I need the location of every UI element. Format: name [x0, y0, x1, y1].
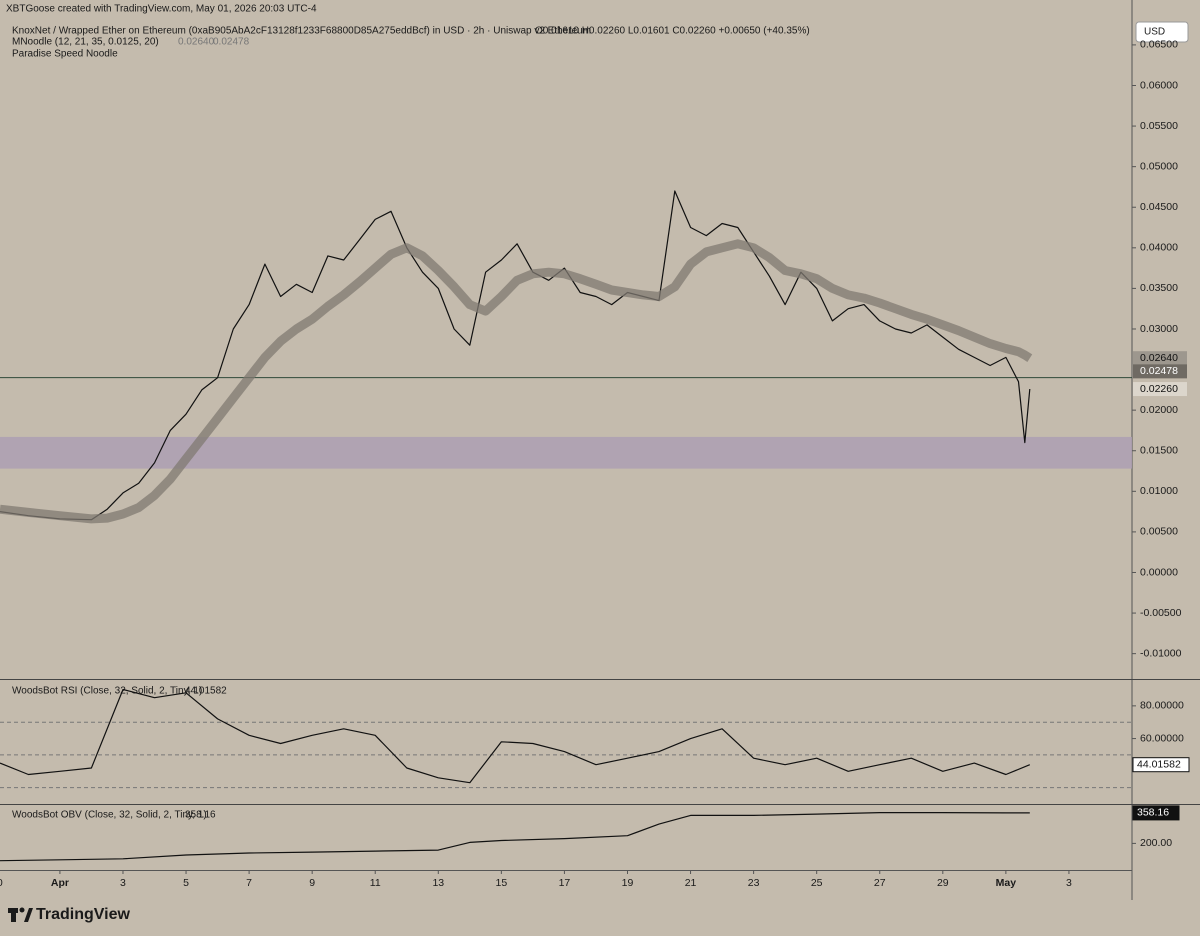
y-tick-label: 200.00	[1140, 837, 1172, 849]
y-tick-label: 0.03000	[1140, 323, 1178, 335]
obv-legend-value: 358.16	[185, 810, 216, 821]
last-value-label: 44.01582	[1137, 758, 1181, 770]
ma-legend: MNoodle (12, 21, 35, 0.0125, 20)	[12, 37, 159, 48]
last-value-badge	[1132, 805, 1180, 821]
price-line	[0, 688, 1031, 784]
y-tick-label: 0.01000	[1140, 485, 1178, 497]
ma-legend-value: 0.02478	[213, 37, 250, 48]
x-tick-label: 19	[622, 877, 634, 889]
rsi-legend-value: 44.01582	[185, 686, 227, 697]
obv-legend: WoodsBot OBV (Close, 32, Solid, 2, Tiny,…	[12, 810, 207, 821]
price-badge	[1133, 351, 1187, 366]
y-tick-label: 0.02000	[1140, 404, 1178, 416]
ma-band	[0, 239, 1033, 524]
price-badge-label: 0.02478	[1140, 365, 1178, 377]
x-tick-label: 9	[309, 877, 315, 889]
x-tick-label: 17	[559, 877, 571, 889]
last-value-badge	[1132, 757, 1190, 773]
x-tick-label: 7	[246, 877, 252, 889]
last-value-label: 358.16	[1137, 807, 1169, 819]
x-tick-label: 25	[811, 877, 823, 889]
x-tick-label: 23	[748, 877, 760, 889]
x-tick-label: 3	[120, 877, 126, 889]
rsi-legend: WoodsBot RSI (Close, 32, Solid, 2, Tiny,…	[12, 686, 202, 697]
indicator-name: Paradise Speed Noodle	[12, 49, 118, 60]
credit: XBTGoose created with TradingView.com, M…	[6, 4, 317, 15]
x-tick-label: 27	[874, 877, 886, 889]
ma-legend-value: 0.02640	[178, 37, 215, 48]
y-tick-label: 0.06500	[1140, 39, 1178, 51]
y-tick-label: 0.05500	[1140, 120, 1178, 132]
y-tick-label: 0.06000	[1140, 79, 1178, 91]
price-badge-label: 0.02640	[1140, 352, 1178, 364]
price-line	[0, 190, 1031, 521]
price-badge	[1133, 382, 1187, 397]
x-tick-label: 5	[183, 877, 189, 889]
x-tick-label: 15	[496, 877, 508, 889]
y-tick-label: 60.00000	[1140, 732, 1184, 744]
y-tick-label: 0.01500	[1140, 445, 1178, 457]
y-tick-label: 80.00000	[1140, 700, 1184, 712]
x-tick-label: 13	[432, 877, 444, 889]
demand-zone	[0, 436, 1132, 469]
price-badge-label: 0.02260	[1140, 383, 1178, 395]
x-tick-label: 11	[370, 877, 381, 889]
y-tick-label: 0.00000	[1140, 566, 1178, 578]
y-tick-label: -0.00500	[1140, 607, 1182, 619]
brand-logo	[8, 907, 33, 922]
x-tick-label: 3	[1066, 877, 1072, 889]
x-tick-label: May	[996, 877, 1017, 889]
price-line	[0, 812, 1030, 862]
x-tick-label: 30	[0, 877, 3, 889]
ohlc: O0.01610 H0.02260 L0.01601 C0.02260 +0.0…	[535, 26, 810, 37]
y-tick-label: 0.03500	[1140, 282, 1178, 294]
y-tick-label: -0.01000	[1140, 647, 1182, 659]
symbol: KnoxNet / Wrapped Ether on Ethereum (0xa…	[12, 26, 591, 37]
x-tick-label: Apr	[51, 877, 69, 889]
x-tick-label: 29	[937, 877, 949, 889]
price-badge	[1133, 364, 1187, 379]
y-tick-label: 0.04000	[1140, 242, 1178, 254]
y-tick-label: 0.05000	[1140, 160, 1178, 172]
x-tick-label: 21	[685, 877, 697, 889]
y-tick-label: 0.04500	[1140, 201, 1178, 213]
brand: TradingView	[36, 906, 131, 923]
currency-label: USD	[1144, 27, 1165, 38]
currency-button[interactable]	[1135, 21, 1189, 43]
y-tick-label: 0.00500	[1140, 526, 1178, 538]
